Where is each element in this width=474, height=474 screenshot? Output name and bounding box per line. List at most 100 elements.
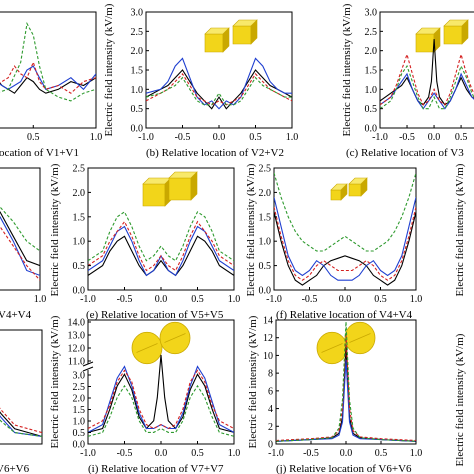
panel-caption: location of V1+V1 xyxy=(0,147,79,159)
x-tick-label: -1.0 xyxy=(80,294,96,305)
cube-face xyxy=(168,177,192,201)
x-tick-label: -1.0 xyxy=(268,448,284,459)
cube-face xyxy=(348,183,362,197)
y-tick-label: 2.5 xyxy=(259,164,272,175)
cube-face xyxy=(330,189,342,201)
x-tick-label: 0.0 xyxy=(155,294,168,305)
cube-icon xyxy=(415,27,441,53)
y-axis-label: Electric field intensity (kV/m) xyxy=(49,163,61,296)
y-tick-label: 13.0 xyxy=(68,331,86,342)
panel-b: 0.0 0.5 1.0 1.5 2.0 2.5 3.0 -1.0 -0.5 0.0 0.5 1.0 El… xyxy=(103,3,298,159)
panel-f: 0.00.51.01.52.02.5-1.0 -0.5 0.0 0.5 1.0Elect… xyxy=(245,163,422,321)
series-line-black xyxy=(274,211,416,286)
y-axis-label: Electric field intensity (kV/m) xyxy=(454,163,466,296)
series-line-green xyxy=(276,321,416,442)
y-tick-label: 0.5 xyxy=(131,104,144,115)
x-tick-label: 1.0 xyxy=(228,448,241,459)
y-tick-label: 0.5 xyxy=(73,428,86,439)
panel-caption: (j) Relative location of V6+V6 xyxy=(276,463,412,474)
series-line-red xyxy=(146,73,292,106)
y-tick-label: 2.5 xyxy=(73,382,86,393)
cube-face xyxy=(232,25,252,45)
series-line-blue xyxy=(88,365,234,433)
x-tick-label: 1.0 xyxy=(410,448,423,459)
x-tick-label: -1.0 xyxy=(138,132,154,143)
x-tick-label: 0.5 xyxy=(455,132,468,143)
cube-side xyxy=(222,27,230,53)
series-line-green xyxy=(88,384,234,437)
series-line-black xyxy=(0,211,40,267)
x-tick-label: 1.0 xyxy=(34,294,47,305)
axis-break-mark xyxy=(82,361,94,367)
y-tick-label: 0.0 xyxy=(259,286,272,297)
y-tick-label: 2.0 xyxy=(73,394,86,405)
series-line-green xyxy=(146,76,292,106)
x-tick-label: 0.0 xyxy=(428,132,441,143)
series-group xyxy=(380,39,474,110)
y-tick-label: 3.0 xyxy=(73,371,86,382)
y-tick-label: 0.0 xyxy=(131,124,144,135)
y-axis-label: Electric field intensity (kV/m) xyxy=(341,3,353,136)
series-line-green xyxy=(380,64,474,110)
y-tick-label: 12 xyxy=(263,333,273,344)
y-tick-label: 14.0 xyxy=(68,318,86,329)
series-line-green xyxy=(274,172,416,252)
y-tick-label: 2.0 xyxy=(365,46,378,57)
cube-face xyxy=(204,33,224,53)
y-tick-label: 1.0 xyxy=(131,85,144,96)
x-tick-label: -0.5 xyxy=(117,448,133,459)
series-group xyxy=(0,407,42,437)
series-line-green xyxy=(0,21,96,102)
cube-face xyxy=(415,33,435,53)
x-tick-label: 0.0 xyxy=(339,294,352,305)
y-tick-label: 0.5 xyxy=(259,261,272,272)
series-line-blue xyxy=(274,197,416,281)
axis-break-mark xyxy=(82,366,94,372)
panel-k: Electric field intensity (kV/m) xyxy=(454,333,466,466)
y-axis-label: Electric field intensity (kV/m) xyxy=(103,3,115,136)
panel-c: 0.0 0.5 1.0 1.5 2.0 2.5 3.0 -1.0 -0.5 0.0 0.5 Elect… xyxy=(341,3,474,159)
series-line-red xyxy=(274,206,416,281)
x-tick-label: 0.5 xyxy=(27,132,40,143)
y-tick-label: 3.0 xyxy=(365,8,378,19)
series-group xyxy=(0,206,40,281)
series-group xyxy=(0,21,96,102)
cube-side xyxy=(250,19,258,45)
panel-caption: (e) Relative location of V5+V5 xyxy=(86,309,224,321)
y-axis-label: Electric field intensity (kV/m) xyxy=(49,315,61,448)
panel-caption: V6+V6 xyxy=(0,463,30,474)
plot-frame xyxy=(0,11,97,129)
series-group xyxy=(146,57,292,110)
series-line-blue xyxy=(0,216,40,276)
x-tick-label: -0.5 xyxy=(302,294,318,305)
series-line-black xyxy=(380,39,474,106)
series-line-red xyxy=(88,220,234,272)
y-tick-label: 2.0 xyxy=(131,46,144,57)
series-line-blue xyxy=(380,72,474,110)
cube-icon xyxy=(204,27,230,53)
y-tick-label: 1.5 xyxy=(73,405,86,416)
y-tick-label: 10 xyxy=(263,351,273,362)
series-line-black xyxy=(0,411,42,437)
series-line-red xyxy=(380,52,474,106)
disc-mark xyxy=(321,343,343,353)
y-tick-label: 12.0 xyxy=(68,344,86,355)
cube-icon xyxy=(443,19,469,45)
x-tick-label: 0.5 xyxy=(375,448,388,459)
y-tick-label: 2.0 xyxy=(259,188,272,199)
y-tick-label: 1.5 xyxy=(131,66,144,77)
y-tick-label: 0.5 xyxy=(73,261,86,272)
x-tick-label: -0.5 xyxy=(303,448,319,459)
y-axis-label: Electric field intensity (kV/m) xyxy=(454,333,466,466)
x-tick-label: 1.0 xyxy=(410,294,423,305)
panel-e: 0.0 0.5 1.0 1.5 2.0 2.5 -1.0 -0.5 0.0 0.5 1.0 Elect… xyxy=(49,163,240,321)
y-tick-label: 2.5 xyxy=(131,27,144,38)
y-tick-label: 14 xyxy=(263,316,273,327)
y-tick-label: 0.0 xyxy=(365,124,378,135)
disc-icon xyxy=(316,331,348,365)
cube-face xyxy=(443,25,463,45)
cube-side xyxy=(461,19,469,45)
y-tick-label: 0 xyxy=(268,440,273,451)
y-tick-label: 0.0 xyxy=(73,286,86,297)
y-tick-label: 1.0 xyxy=(259,237,272,248)
